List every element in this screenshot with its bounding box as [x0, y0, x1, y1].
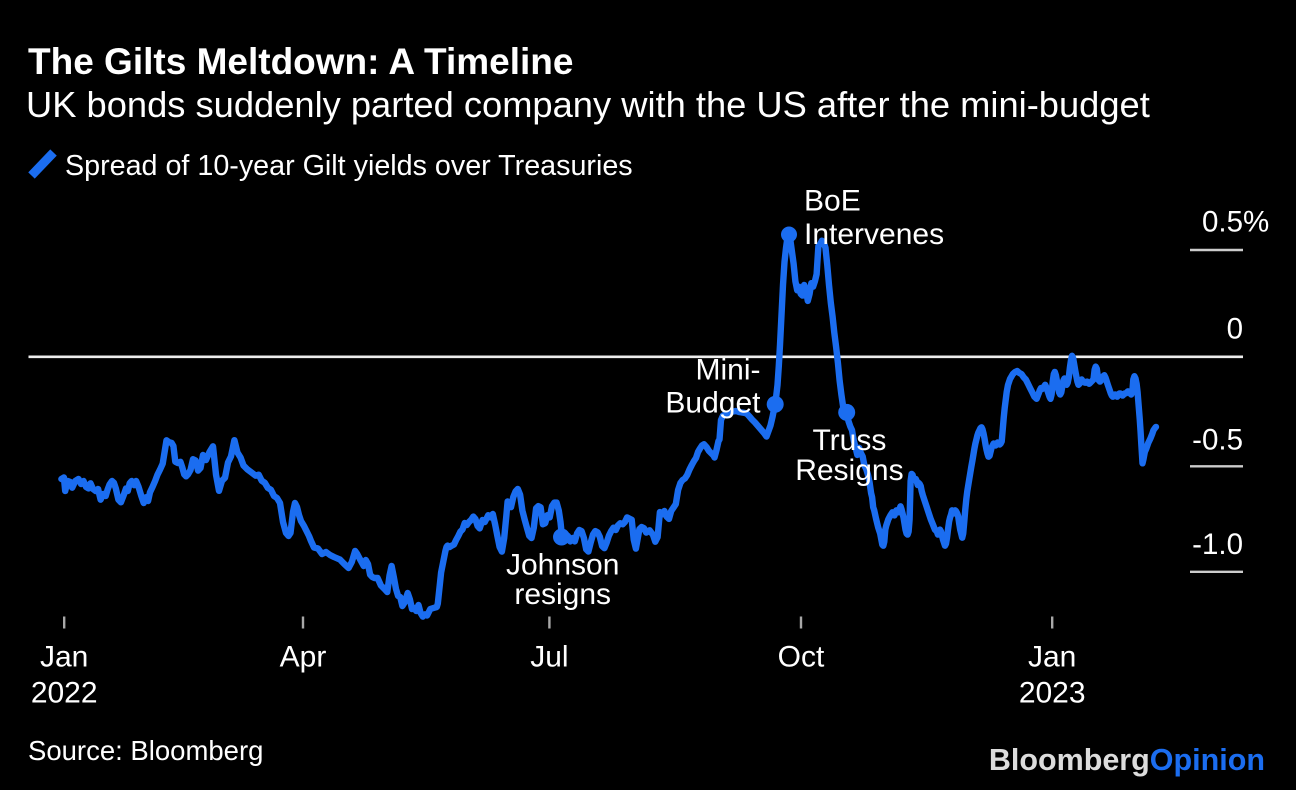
svg-text:Truss: Truss — [812, 424, 886, 457]
svg-text:Budget: Budget — [665, 387, 761, 420]
svg-text:0: 0 — [1227, 313, 1243, 346]
svg-text:Jan: Jan — [40, 641, 88, 674]
svg-text:Apr: Apr — [280, 641, 327, 674]
svg-text:-0.5: -0.5 — [1192, 424, 1243, 457]
svg-text:BoE: BoE — [804, 185, 861, 218]
svg-text:Intervenes: Intervenes — [804, 218, 944, 251]
svg-text:2023: 2023 — [1019, 677, 1086, 710]
svg-text:Jan: Jan — [1028, 641, 1076, 674]
svg-text:%: % — [1243, 206, 1269, 239]
svg-text:Resigns: Resigns — [795, 454, 903, 487]
svg-text:resigns: resigns — [514, 578, 611, 611]
svg-text:Johnson: Johnson — [506, 549, 619, 582]
svg-text:2022: 2022 — [31, 677, 98, 710]
svg-text:-1.0: -1.0 — [1192, 528, 1243, 561]
svg-text:Jul: Jul — [530, 641, 568, 674]
svg-text:Oct: Oct — [778, 641, 825, 674]
svg-text:Mini-: Mini- — [696, 354, 761, 387]
svg-text:0.5: 0.5 — [1202, 206, 1243, 239]
